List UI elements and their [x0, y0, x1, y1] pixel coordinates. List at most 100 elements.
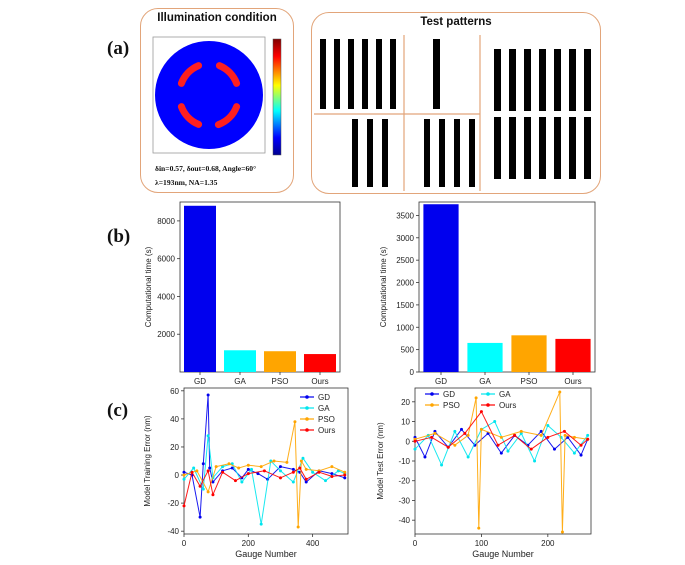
series-point-pso: [206, 490, 210, 494]
pattern-bar: [424, 119, 430, 187]
series-point-gd: [459, 427, 463, 431]
series-point-pso: [259, 465, 263, 469]
illumination-title: Illumination condition: [157, 12, 277, 24]
pattern-bar: [382, 119, 388, 187]
series-point-pso: [519, 429, 523, 433]
series-point-gd: [246, 467, 250, 471]
series-point-ga: [493, 420, 497, 424]
legend-marker-ours: [305, 428, 309, 432]
line-chart-training-error: -40 -20 0 20 40 60 0 200 400 Gauge Number Model Tr…: [143, 387, 349, 559]
series-point-gd: [539, 429, 543, 433]
y-axis-label: Computational time (s): [379, 246, 388, 327]
plot-frame: [179, 201, 341, 373]
pole-bottom-right: [214, 103, 241, 129]
series-line-ours: [183, 467, 345, 507]
pattern-bar: [524, 117, 531, 179]
series-point-ga: [453, 429, 457, 433]
series-point-ga: [323, 479, 327, 483]
plot-frame: [418, 201, 596, 373]
series-line-ours: [414, 411, 589, 450]
series-point-ga: [586, 433, 590, 437]
pattern-bar: [352, 119, 358, 187]
x-axis-label: Gauge Number: [235, 549, 297, 559]
series-point-pso: [343, 470, 347, 474]
series-point-ours: [562, 429, 566, 433]
series-point-ours: [304, 477, 308, 481]
y-axis-label: Model Test Error (nm): [376, 422, 385, 500]
series-point-ga: [506, 449, 510, 453]
series-point-pso: [453, 443, 457, 447]
legend-marker-ga: [486, 392, 490, 396]
x-tick-label: PSO: [272, 377, 289, 386]
x-tick-label: GA: [479, 377, 491, 386]
series-point-ours: [221, 470, 225, 474]
pattern-bar: [494, 49, 501, 111]
series-point-ga: [182, 477, 186, 481]
series-point-pso: [330, 465, 334, 469]
pattern-bar: [334, 39, 340, 109]
series-point-ours: [262, 469, 266, 473]
series-point-gd: [206, 393, 210, 397]
y-tick-label: 3000: [396, 234, 414, 243]
series-point-ga: [201, 487, 205, 491]
series-point-pso: [272, 459, 276, 463]
series-point-ga: [192, 466, 196, 470]
series-point-ga: [572, 451, 576, 455]
y-tick-label: -30: [398, 496, 410, 505]
series-point-gd: [423, 455, 427, 459]
pattern-bar: [569, 117, 576, 179]
bar-gd: [184, 205, 216, 372]
series-point-gd: [278, 465, 282, 469]
pattern-bar: [539, 117, 546, 179]
series-point-ours: [190, 470, 194, 474]
pattern-bar: [524, 49, 531, 111]
pole-bottom-left: [177, 103, 203, 128]
x-tick-label: GA: [234, 377, 246, 386]
bar-ga: [224, 350, 256, 372]
y-tick-label: 20: [401, 398, 410, 407]
pattern-bar: [320, 39, 326, 109]
legend-label-ours: Ours: [499, 401, 516, 410]
y-tick-label: -10: [398, 457, 410, 466]
y-tick-label: 40: [170, 415, 179, 424]
pattern-bar: [348, 39, 354, 109]
illumination-params-line1: δin=0.57, δout=0.68, Angle=60°: [155, 164, 256, 173]
series-point-gd: [182, 470, 186, 474]
x-axis-label: Gauge Number: [472, 549, 534, 559]
legend-marker-ours: [486, 403, 490, 407]
plot-frame: [183, 387, 349, 535]
series-point-ours: [413, 439, 417, 443]
series-point-ga: [311, 470, 315, 474]
series-point-ours: [182, 504, 186, 508]
y-tick-label: -20: [167, 499, 179, 508]
series-point-pso: [558, 390, 562, 394]
legend-label-gd: GD: [443, 390, 455, 399]
x-tick-label: 100: [475, 539, 489, 548]
series-point-pso: [479, 427, 483, 431]
series-point-pso: [474, 396, 478, 400]
series-point-gd: [256, 472, 260, 476]
series-point-pso: [477, 526, 481, 530]
y-tick-label: 8000: [157, 217, 175, 226]
series-point-pso: [237, 466, 241, 470]
series-point-ours: [278, 476, 282, 480]
series-point-pso: [195, 469, 199, 473]
pattern-bar: [439, 119, 445, 187]
series-point-ga: [546, 423, 550, 427]
pattern-bar: [539, 49, 546, 111]
pattern-bar: [469, 119, 475, 187]
legend-label-ga: GA: [318, 404, 330, 413]
y-axis-label: Model Training Error (nm): [143, 415, 152, 506]
panel-label-c: (c): [107, 400, 129, 421]
series-point-gd: [201, 462, 205, 466]
legend-marker-pso: [305, 417, 309, 421]
series-point-pso: [539, 433, 543, 437]
series-point-ours: [206, 469, 210, 473]
series-point-ga: [278, 469, 282, 473]
illumination-plot: δin=0.57, δout=0.68, Angle=60° λ=193nm, …: [152, 36, 282, 187]
x-tick-label: Ours: [564, 377, 581, 386]
series-point-ours: [546, 435, 550, 439]
series-point-ga: [250, 467, 254, 471]
test-patterns-grid: [314, 35, 591, 191]
series-point-ga: [440, 463, 444, 467]
